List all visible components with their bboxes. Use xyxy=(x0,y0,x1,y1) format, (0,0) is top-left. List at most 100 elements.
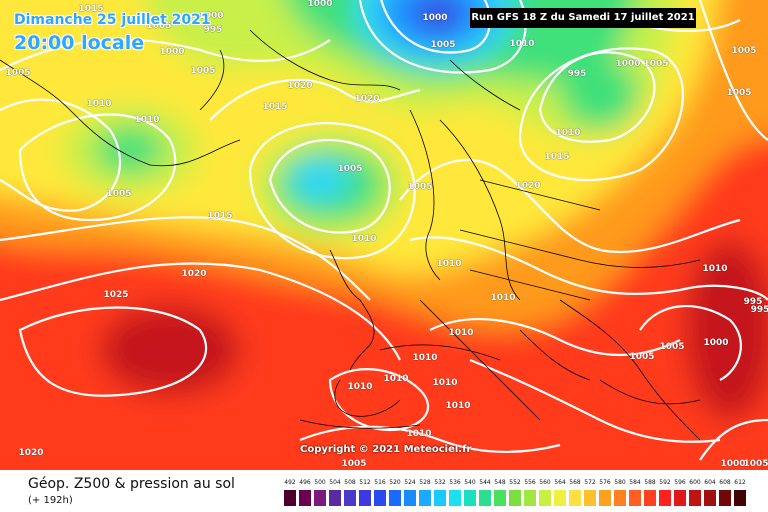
scale-tick-label: 608 xyxy=(719,479,731,486)
scale-tick-label: 600 xyxy=(689,479,701,486)
coastline-layer xyxy=(0,29,701,441)
scale-tick-label: 508 xyxy=(344,479,356,486)
isobar-label: 995 xyxy=(743,297,763,307)
scale-swatch xyxy=(404,490,416,506)
scale-swatch xyxy=(359,490,371,506)
scale-tick-label: 536 xyxy=(449,479,461,486)
isobar-label: 1000 xyxy=(615,59,641,69)
scale-swatch xyxy=(599,490,611,506)
scale-tick-label: 552 xyxy=(509,479,521,486)
scale-swatch xyxy=(584,490,596,506)
geopotential-field xyxy=(0,0,768,470)
isobar-label: 1010 xyxy=(351,234,377,244)
scale-swatch xyxy=(419,490,431,506)
isobar-label: 1005 xyxy=(190,66,216,76)
isobar-label: 1020 xyxy=(354,94,380,104)
scale-swatch xyxy=(314,490,326,506)
scale-swatch xyxy=(344,490,356,506)
isobar-label: 1020 xyxy=(515,181,541,191)
isobar-label: 1005 xyxy=(106,189,132,199)
weather-map: 1000 995 1015 1005 1000 1000 1000 1005 1010 995 10… xyxy=(0,0,768,470)
color-fill-layer xyxy=(0,0,768,470)
isobar-label: 995 xyxy=(203,25,223,35)
isobar-label: 1005 xyxy=(337,164,363,174)
scale-swatch xyxy=(464,490,476,506)
scale-swatch xyxy=(449,490,461,506)
scale-swatch xyxy=(389,490,401,506)
scale-swatch xyxy=(299,490,311,506)
isobar-label: 1015 xyxy=(207,211,233,221)
scale-swatch xyxy=(629,490,641,506)
scale-tick-label: 560 xyxy=(539,479,551,486)
isobar-label: 1010 xyxy=(412,353,438,363)
isobar-label: 1005 xyxy=(5,68,31,78)
scale-swatch xyxy=(329,490,341,506)
scale-tick-label: 568 xyxy=(569,479,581,486)
valid-time: 20:00 locale xyxy=(14,32,145,54)
scale-tick-label: 544 xyxy=(479,479,491,486)
isobar-label: 1005 xyxy=(629,352,655,362)
scale-swatch xyxy=(554,490,566,506)
scale-tick-label: 596 xyxy=(674,479,686,486)
scale-swatch xyxy=(704,490,716,506)
scale-tick-label: 548 xyxy=(494,479,506,486)
isobar-label: 1010 xyxy=(490,293,516,303)
field-title: Géop. Z500 & pression au sol xyxy=(28,476,235,492)
scale-swatch xyxy=(374,490,386,506)
scale-tick-label: 524 xyxy=(404,479,416,486)
isobar-label: 1005 xyxy=(430,40,456,50)
scale-tick-label: 604 xyxy=(704,479,716,486)
model-run-label: Run GFS 18 Z du Samedi 17 juillet 2021 xyxy=(470,8,696,28)
isobar-label: 1010 xyxy=(702,264,728,274)
scale-tick-label: 572 xyxy=(584,479,596,486)
isobar-label: 1005 xyxy=(146,21,172,31)
scale-tick-label: 512 xyxy=(359,479,371,486)
scale-tick-label: 540 xyxy=(464,479,476,486)
isobar-label: 1020 xyxy=(287,81,313,91)
scale-swatch xyxy=(689,490,701,506)
isobar-label: 1000 xyxy=(422,13,448,23)
isobar-label: 1010 xyxy=(432,378,458,388)
isobar-label: 1025 xyxy=(103,290,129,300)
isobar-label: 1020 xyxy=(181,269,207,279)
isobar-label: 1010 xyxy=(383,374,409,384)
isobar-label: 1010 xyxy=(436,259,462,269)
isobar-label: 1000 xyxy=(159,47,185,57)
scale-swatch xyxy=(719,490,731,506)
isobar-label: 1005 xyxy=(341,459,367,469)
isobar-label: 1000 xyxy=(703,338,729,348)
copyright-text: Copyright © 2021 Meteociel.fr xyxy=(300,444,472,455)
isobar-label: 1010 xyxy=(448,328,474,338)
isobar-label: 1005 xyxy=(643,59,669,69)
scale-tick-label: 532 xyxy=(434,479,446,486)
isobar-label: 1010 xyxy=(555,128,581,138)
isobar-label: 1005 xyxy=(743,459,768,469)
scale-swatch xyxy=(434,490,446,506)
scale-swatch xyxy=(509,490,521,506)
scale-swatch xyxy=(659,490,671,506)
scale-swatch xyxy=(644,490,656,506)
isobar-label: 1005 xyxy=(407,182,433,192)
isobar-label: 995 xyxy=(567,69,587,79)
scale-swatch xyxy=(734,490,746,506)
valid-date: Dimanche 25 juillet 2021 xyxy=(14,12,211,28)
isobar-label: 1005 xyxy=(659,342,685,352)
scale-tick-label: 576 xyxy=(599,479,611,486)
isobar-label: 1010 xyxy=(406,429,432,439)
scale-swatch xyxy=(494,490,506,506)
scale-tick-label: 496 xyxy=(299,479,311,486)
scale-swatch xyxy=(524,490,536,506)
scale-tick-label: 588 xyxy=(644,479,656,486)
color-scale-labels: 492 496 500 504 508 512 516 520 524 528 532 536 540 5… xyxy=(284,479,752,490)
isobar-label: 1005 xyxy=(731,46,757,56)
isobar-label: 1010 xyxy=(347,382,373,392)
scale-tick-label: 516 xyxy=(374,479,386,486)
scale-swatch xyxy=(539,490,551,506)
isobar-label: 995 xyxy=(750,305,768,315)
isobar-label: 1000 xyxy=(198,11,224,21)
color-scale-bar xyxy=(284,490,752,506)
scale-swatch xyxy=(614,490,626,506)
scale-tick-label: 528 xyxy=(419,479,431,486)
isobar-label: 1015 xyxy=(78,4,104,14)
